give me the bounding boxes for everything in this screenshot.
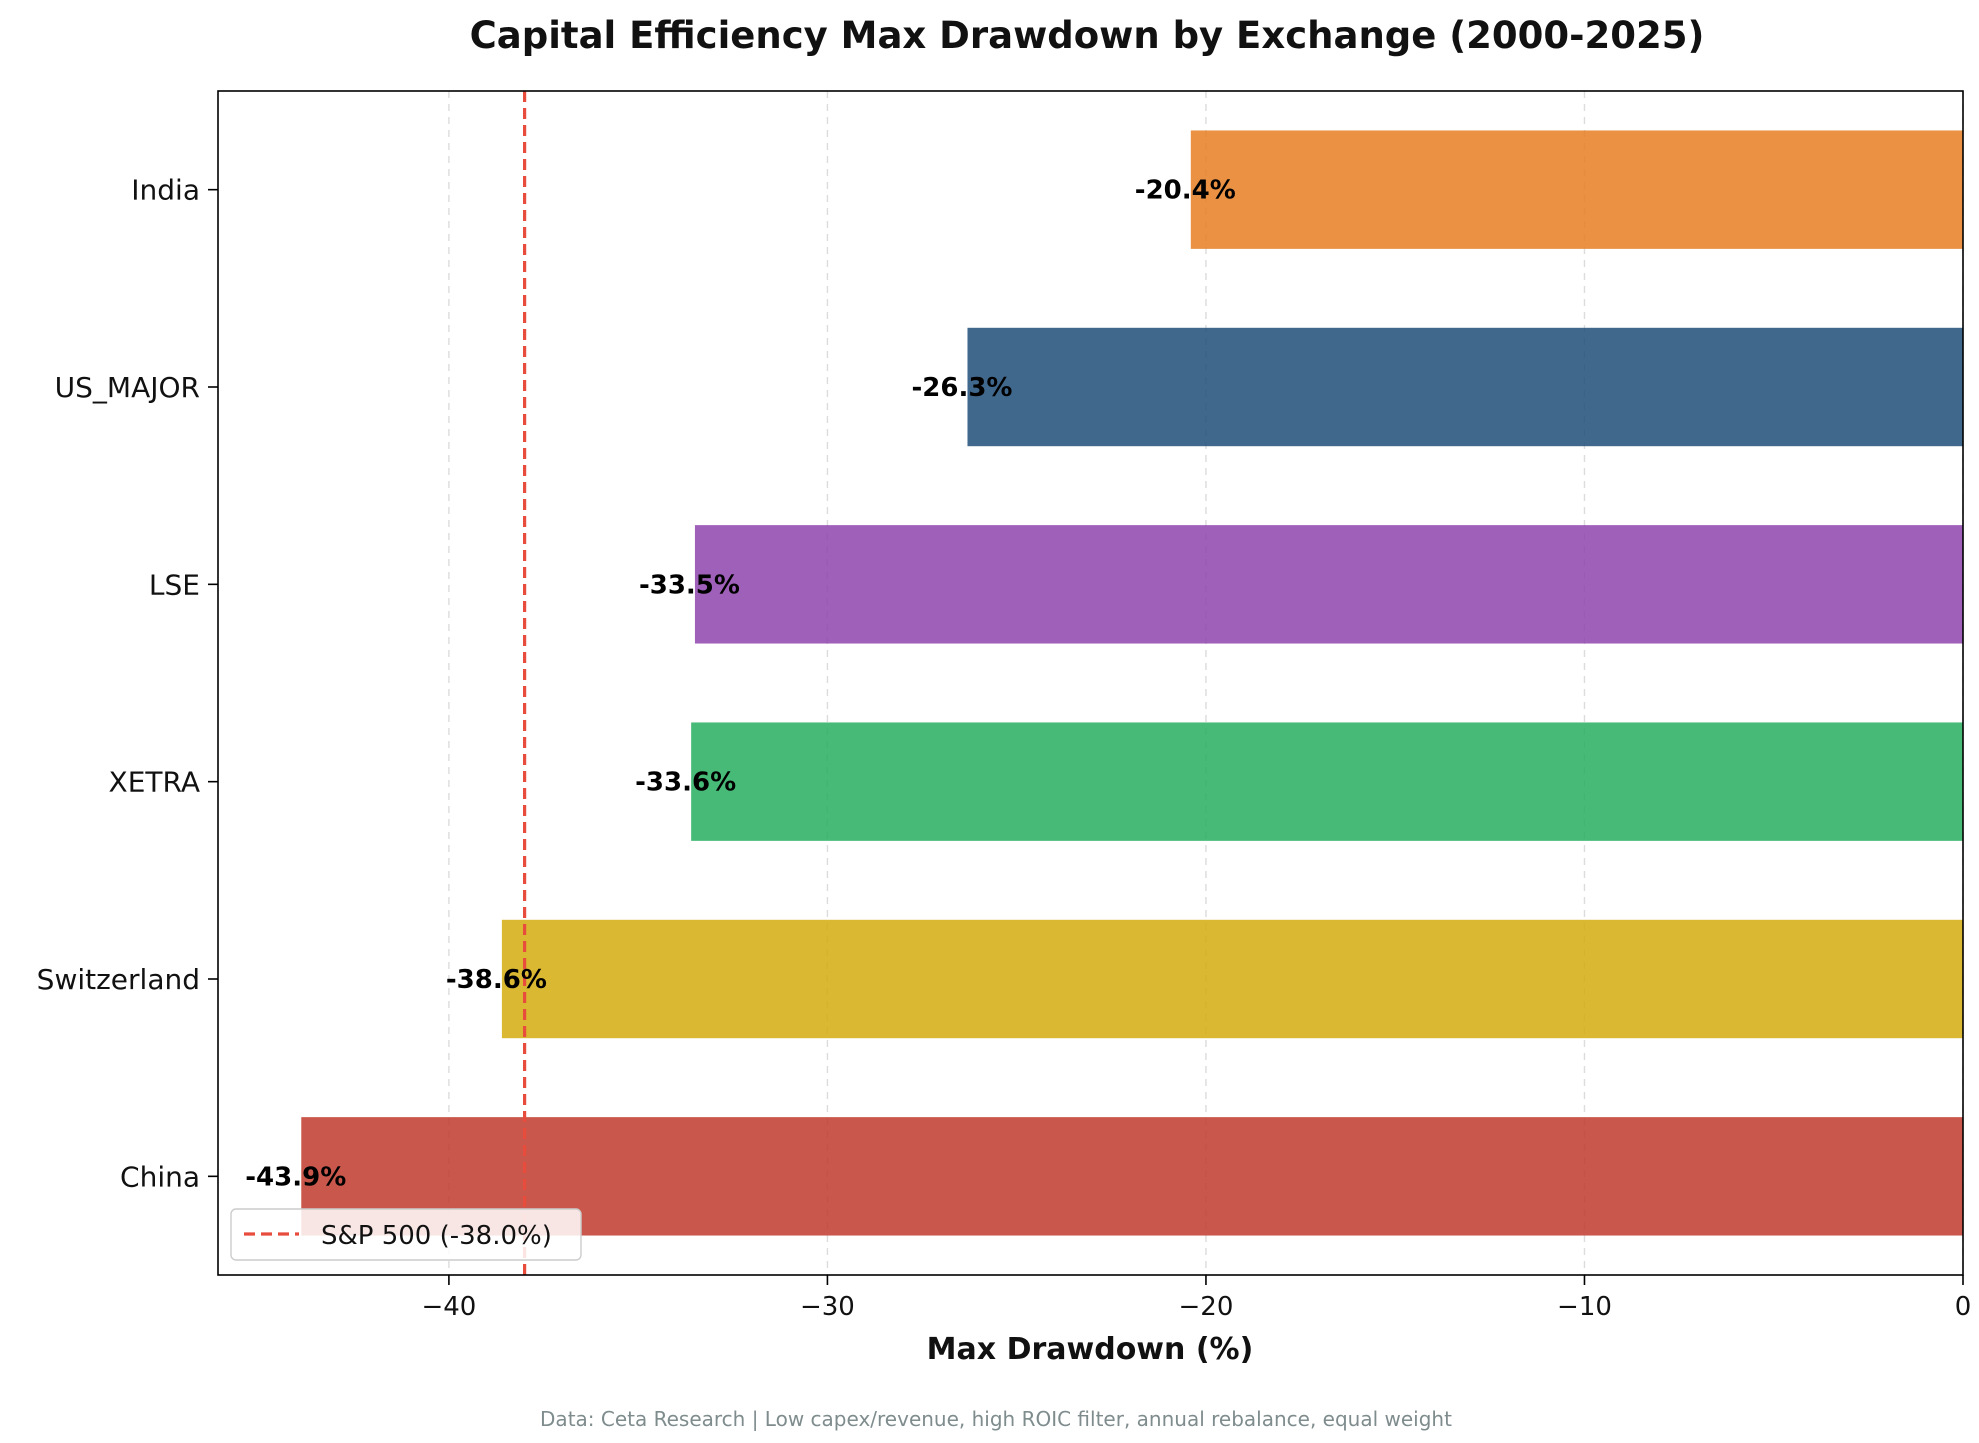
data-label: -38.6% — [446, 965, 547, 995]
legend: S&P 500 (-38.0%) — [230, 1208, 582, 1261]
x-axis-label: Max Drawdown (%) — [927, 1332, 1254, 1367]
x-tick-label: 0 — [1955, 1292, 1972, 1322]
bars — [301, 130, 1964, 1236]
data-labels: -20.4% -26.3% -33.5% -33.6% -38.6% -43.9% — [245, 176, 1236, 1193]
y-tick-label: XETRA — [109, 766, 200, 799]
x-tick-label: −40 — [421, 1292, 476, 1322]
legend-label: S&P 500 (-38.0%) — [321, 1221, 552, 1251]
x-tick-label: −10 — [1557, 1292, 1612, 1322]
source-note: Data: Ceta Research | Low capex/revenue,… — [540, 1407, 1452, 1431]
chart-title: Capital Efficiency Max Drawdown by Excha… — [470, 14, 1705, 57]
y-tick-label: China — [120, 1160, 200, 1193]
legend-box — [230, 1208, 582, 1261]
bar-us-major — [967, 327, 1963, 447]
y-tick-label: LSE — [149, 568, 200, 601]
bar-lse — [694, 525, 1963, 644]
data-label: -33.6% — [635, 768, 736, 798]
data-label: -43.9% — [245, 1162, 346, 1192]
bar-xetra — [691, 722, 1963, 841]
data-label: -26.3% — [911, 373, 1012, 403]
bar-india — [1190, 130, 1963, 249]
data-label: -33.5% — [639, 570, 740, 600]
data-label: -20.4% — [1135, 176, 1236, 206]
y-tick-label: Switzerland — [37, 963, 200, 996]
plot-frame — [217, 90, 1964, 1276]
x-tick-label: −30 — [800, 1292, 855, 1322]
x-axis: −40 −30 −20 −10 0 — [421, 1275, 1971, 1322]
y-tick-label: US_MAJOR — [55, 371, 200, 404]
x-tick-label: −20 — [1179, 1292, 1234, 1322]
grid — [448, 91, 1964, 1275]
y-tick-label: India — [131, 174, 200, 207]
y-axis: India US_MAJOR LSE XETRA Switzerland China — [37, 174, 218, 1193]
bar-switzerland — [501, 919, 1964, 1039]
